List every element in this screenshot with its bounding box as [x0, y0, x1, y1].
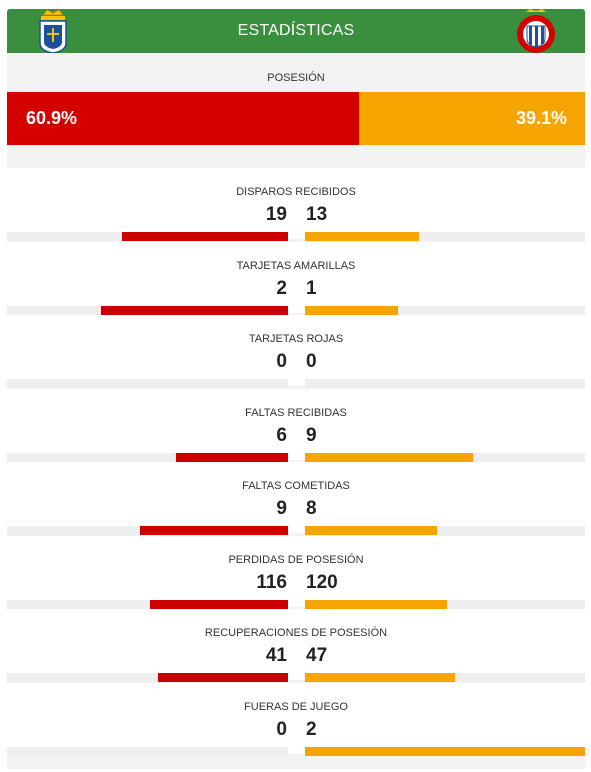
stat-home-track — [7, 526, 288, 535]
stat-home-bar — [140, 526, 288, 535]
stat-away-value: 1 — [306, 278, 317, 299]
stat-away-bar — [305, 526, 437, 535]
stat-home-bar — [122, 232, 288, 241]
header-title: ESTADÍSTICAS — [237, 22, 355, 39]
stat-label: PERDIDAS DE POSESIÓN — [228, 554, 364, 566]
real-oviedo-crest-icon — [39, 9, 67, 53]
stats-header: ESTADÍSTICAS — [7, 9, 585, 53]
stat-away-track — [305, 673, 585, 682]
stat-away-value: 13 — [306, 204, 328, 225]
possession-label: POSESIÓN — [267, 72, 325, 84]
stat-row: FALTAS RECIBIDAS 6 9 — [7, 389, 585, 462]
stat-away-track — [305, 453, 585, 462]
stat-away-value: 47 — [306, 645, 328, 666]
stat-away-track — [305, 379, 585, 388]
rcd-espanyol-crest-icon — [517, 9, 555, 53]
stat-label: FUERAS DE JUEGO — [244, 701, 348, 713]
possession-away-bar: 39.1% — [359, 92, 585, 145]
stat-row: FUERAS DE JUEGO 0 2 — [7, 683, 585, 756]
stat-row: FALTAS COMETIDAS 9 8 — [7, 462, 585, 535]
stat-away-value: 0 — [306, 351, 317, 372]
stat-away-track — [305, 306, 585, 315]
stat-away-track — [305, 232, 585, 241]
stat-away-bar — [305, 600, 447, 609]
possession-home-value: 60.9% — [26, 108, 78, 128]
stat-home-bar — [176, 453, 288, 462]
stat-away-value: 120 — [306, 572, 338, 593]
stat-row: PERDIDAS DE POSESIÓN 116 120 — [7, 536, 585, 609]
stat-home-track — [7, 306, 288, 315]
stat-row: TARJETAS AMARILLAS 2 1 — [7, 242, 585, 315]
stat-home-value: 6 — [276, 425, 287, 446]
possession-home-bar: 60.9% — [7, 92, 359, 145]
stat-home-value: 19 — [265, 204, 287, 225]
stat-home-value: 9 — [276, 498, 287, 519]
stat-away-bar — [305, 232, 419, 241]
stat-label: FALTAS COMETIDAS — [242, 480, 350, 492]
stat-label: RECUPERACIONES DE POSESIÓN — [204, 627, 388, 639]
stat-home-track — [7, 747, 288, 756]
stat-home-track — [7, 600, 288, 609]
stat-home-value: 2 — [276, 278, 287, 299]
stat-away-bar — [305, 673, 455, 682]
stat-home-value: 116 — [256, 572, 287, 593]
stat-home-value: 0 — [276, 351, 287, 372]
stat-away-track — [305, 747, 585, 756]
stat-home-value: 0 — [276, 719, 287, 740]
stat-home-track — [7, 232, 288, 241]
stat-away-value: 2 — [306, 719, 317, 740]
possession-away-value: 39.1% — [515, 108, 567, 128]
stat-away-track — [305, 600, 585, 609]
stat-home-track — [7, 453, 288, 462]
stat-label: TARJETAS AMARILLAS — [236, 260, 356, 272]
stat-home-bar — [101, 306, 288, 315]
stat-label: FALTAS RECIBIDAS — [245, 407, 347, 419]
stat-label: DISPAROS RECIBIDOS — [236, 186, 356, 198]
stat-away-bar — [305, 453, 473, 462]
stat-home-value: 41 — [265, 645, 287, 666]
stat-away-value: 8 — [306, 498, 317, 519]
stats-card: ESTADÍSTICAS POSESIÓN 60.9% 39.1% DISPAR… — [7, 9, 585, 769]
stat-row: DISPAROS RECIBIDOS 19 13 — [7, 168, 585, 241]
stat-row: RECUPERACIONES DE POSESIÓN 41 47 — [7, 609, 585, 682]
stat-home-bar — [158, 673, 288, 682]
stat-away-value: 9 — [306, 425, 317, 446]
stat-home-bar — [150, 600, 288, 609]
stat-row: TARJETAS ROJAS 0 0 — [7, 315, 585, 388]
stat-home-track — [7, 673, 288, 682]
stat-away-bar — [305, 306, 398, 315]
stat-away-bar — [305, 747, 585, 756]
stat-away-track — [305, 526, 585, 535]
stat-label: TARJETAS ROJAS — [248, 333, 344, 345]
stat-home-track — [7, 379, 288, 388]
